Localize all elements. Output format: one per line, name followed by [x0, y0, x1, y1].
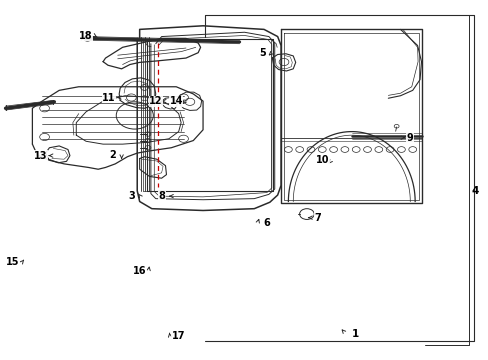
Text: 3: 3 [128, 191, 135, 201]
Text: 12: 12 [149, 96, 162, 106]
Text: 2: 2 [109, 150, 116, 160]
Text: 5: 5 [259, 48, 266, 58]
Text: 11: 11 [102, 93, 116, 103]
Text: 4: 4 [470, 186, 478, 196]
Text: 16: 16 [133, 266, 146, 276]
Text: 14: 14 [169, 96, 183, 106]
Text: 13: 13 [34, 150, 47, 161]
Text: 6: 6 [263, 218, 269, 228]
Text: 1: 1 [351, 329, 358, 339]
Text: 9: 9 [406, 133, 413, 143]
Text: 18: 18 [79, 31, 93, 41]
Text: 10: 10 [315, 155, 328, 165]
Text: 17: 17 [172, 331, 185, 341]
Text: 15: 15 [6, 257, 20, 267]
Text: 7: 7 [314, 213, 320, 222]
Text: 8: 8 [158, 191, 165, 201]
